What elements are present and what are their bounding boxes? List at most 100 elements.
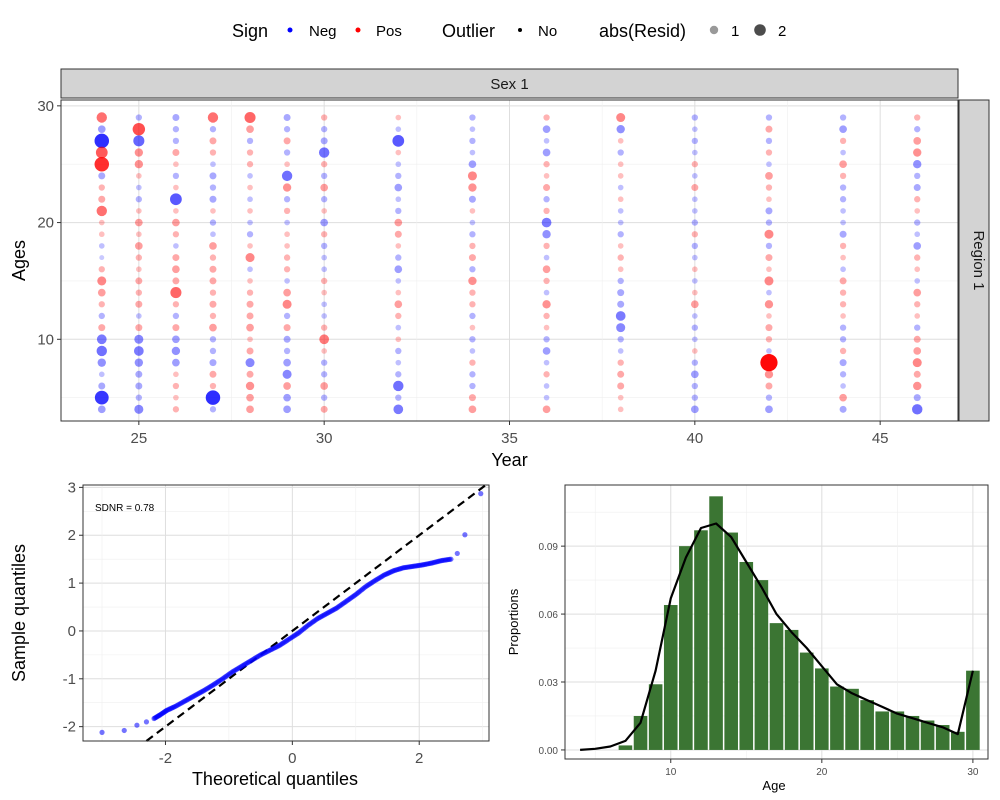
bubble-axes: 25 30 35 40 45 10 20 30 — [37, 98, 888, 447]
residual-bubble — [914, 266, 921, 273]
residual-bubble — [172, 231, 180, 238]
residual-bubble — [542, 230, 551, 239]
residual-bubble — [321, 348, 327, 354]
residual-bubble — [469, 382, 476, 390]
bubble-x-tick-label: 45 — [872, 430, 889, 447]
residual-bubble — [209, 126, 217, 133]
residual-bubble — [691, 137, 698, 145]
residual-bubble — [209, 172, 217, 180]
hist-bar — [815, 668, 829, 750]
residual-bubble — [283, 266, 291, 273]
residual-bubble — [395, 371, 402, 378]
hist-fit-line-path — [580, 522, 974, 751]
legend-resid-large-swatch — [754, 24, 766, 36]
residual-bubble — [209, 277, 217, 285]
residual-bubble — [839, 172, 847, 180]
bubble-y-tick-label: 20 — [37, 215, 54, 232]
residual-bubble — [395, 196, 402, 203]
residual-bubble — [246, 323, 254, 332]
residual-bubble — [617, 266, 624, 273]
residual-bubble — [395, 126, 402, 133]
qq-point — [121, 727, 127, 734]
legend-neg-swatch — [287, 27, 293, 33]
residual-bubble — [318, 147, 330, 158]
residual-bubble — [765, 336, 773, 343]
residual-bubble — [839, 184, 847, 191]
residual-bubble — [283, 137, 291, 145]
residual-bubble — [617, 370, 625, 378]
residual-bubble — [321, 266, 327, 273]
residual-bubble — [543, 289, 550, 296]
qq-y-tick-label: 1 — [68, 575, 76, 592]
legend-pos-swatch — [355, 27, 361, 33]
residual-bubble — [247, 208, 253, 214]
bubble-x-tick-label: 40 — [686, 430, 703, 447]
qq-reference-line — [145, 484, 487, 742]
bubble-x-tick-label: 30 — [316, 430, 333, 447]
residual-bubble — [692, 289, 698, 296]
residual-bubble — [692, 173, 698, 179]
residual-bubble — [469, 312, 476, 320]
residual-bubble — [469, 266, 476, 273]
residual-bubble — [209, 265, 217, 273]
residual-bubble — [98, 184, 105, 191]
qq-dashed-reference-line — [145, 484, 487, 742]
residual-bubble — [205, 390, 221, 405]
residual-bubble — [914, 219, 921, 226]
residual-bubble — [543, 114, 550, 121]
residual-bubble — [136, 266, 142, 273]
bubble-x-tick-label: 35 — [501, 430, 518, 447]
residual-bubble — [284, 231, 290, 238]
hist-x-tick-label: 10 — [665, 767, 677, 778]
residual-bubble — [209, 184, 217, 191]
residual-bubble — [543, 184, 551, 192]
residual-bubble — [914, 278, 921, 284]
residual-bubble — [839, 242, 847, 250]
residual-bubble — [840, 266, 846, 273]
hist-bar — [618, 745, 633, 750]
residual-bubble — [766, 196, 772, 203]
residual-bubble — [172, 149, 180, 157]
residual-bubble — [247, 278, 253, 284]
residual-bubble — [543, 161, 550, 168]
residual-bubble — [839, 336, 847, 343]
residual-bubble — [321, 172, 328, 180]
residual-bubble — [469, 336, 476, 343]
residual-bubble — [321, 359, 328, 366]
residual-bubble — [839, 160, 847, 169]
residual-bubble — [281, 170, 293, 182]
hist-bar — [799, 652, 814, 750]
hist-bar — [754, 580, 769, 750]
residual-bubble — [913, 381, 922, 391]
residual-bubble — [135, 394, 142, 401]
residual-bubble — [209, 137, 217, 145]
hist-x-tick-label: 20 — [816, 767, 828, 778]
residual-bubble — [284, 243, 290, 249]
residual-bubble — [914, 208, 921, 214]
residual-bubble — [283, 207, 291, 215]
residual-bubble — [393, 380, 404, 392]
residual-bubble — [283, 126, 291, 133]
residual-bubble — [207, 112, 219, 123]
residual-bubble — [94, 156, 110, 172]
residual-bubble — [469, 149, 476, 156]
qq-point — [134, 722, 140, 728]
qq-y-tick-label: 3 — [68, 479, 76, 496]
residual-bubble — [469, 359, 476, 366]
residual-bubble — [840, 219, 846, 226]
residual-bubble — [321, 394, 328, 401]
residual-bubble — [321, 208, 327, 214]
residual-bubble — [692, 266, 698, 273]
bubble-x-tick-label: 25 — [130, 430, 147, 447]
residual-bubble — [394, 183, 403, 192]
residual-bubble — [395, 149, 402, 156]
residual-bubble — [283, 324, 291, 332]
hist-bar — [890, 711, 905, 750]
residual-bubble — [914, 126, 921, 133]
residual-bubble — [913, 160, 922, 169]
residual-bubble — [98, 195, 106, 203]
hist-bar — [709, 496, 723, 750]
residual-bubble — [98, 312, 105, 320]
hist-bar — [769, 623, 784, 750]
